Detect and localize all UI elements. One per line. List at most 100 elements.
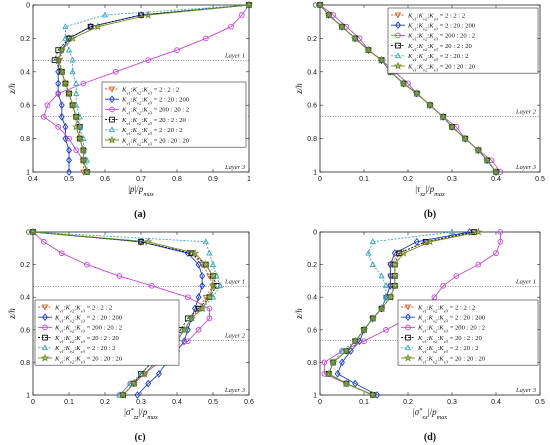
data-point [156,369,162,378]
legend-swatch-marker [405,313,411,322]
data-point [209,260,217,267]
data-point [72,122,81,131]
y-tick-label: 0.8 [307,136,317,143]
series-line-4 [32,231,218,396]
data-point [461,134,470,143]
legend-entry: Kv1:Kv2:Kv3 = 200 : 20 : 2 [121,107,189,116]
data-point [55,90,62,97]
data-point [73,147,80,154]
legend-swatch-marker [395,42,401,49]
y-tick-label: 1 [313,170,317,177]
data-point [352,379,359,388]
chart-panel-3: 0 0.1 0.2 0.3 0.4 0.5 0.6 0 0.2 0.4 0.6 0.8 1 Layer 1… [7,227,254,443]
series-line-6 [319,4,497,173]
data-point [61,79,70,88]
y-tick-label: 0.6 [20,103,30,110]
data-point [497,238,504,245]
data-point [199,281,206,290]
data-point [365,46,372,53]
data-point [244,0,254,9]
data-point [365,249,372,256]
data-point [73,79,80,86]
legend-entry: Kv1:Kv2:Kv3 = 2 : 20 : 2 [121,127,182,136]
legend: Kv1:Kv2:Kv3 = 2 : 2 : 2 Kv1:Kv2:Kv3 = 2 :… [397,299,539,366]
legend-entry: Kv1:Kv2:Kv3 = 20 : 20 : 20 [54,355,123,364]
data-point [206,305,213,312]
data-point [40,114,47,120]
data-point [55,79,62,88]
data-point [145,379,152,388]
data-point [484,156,491,163]
data-point [134,391,141,399]
data-point [148,282,155,289]
legend-entry: Kv1:Kv2:Kv3 = 20 : 2 : 20 [121,117,186,126]
data-point [82,167,92,176]
data-point [448,123,456,130]
data-point [66,168,72,176]
legend-box [34,299,180,366]
data-point [425,237,435,246]
data-point [138,12,144,18]
legend-swatch-marker [404,344,412,351]
data-point [101,11,109,18]
x-tick-label: 0.6 [100,176,110,183]
y-tick-label: 0.2 [307,262,317,269]
data-point [202,238,209,245]
legend-swatch-marker [42,334,48,341]
legend-entry: Kv1:Kv2:Kv3 = 20 : 2 : 20 [54,335,119,344]
data-point [378,272,385,279]
legend-box [101,81,247,148]
data-point [87,23,94,30]
y-axis-label: z/h [294,83,304,95]
data-point [440,282,447,289]
data-point [187,314,196,322]
data-point [199,272,206,280]
data-point [382,282,390,289]
legend-entry: Kv1:Kv2:Kv3 = 2 : 20 : 2 [407,53,468,62]
legend-entry: Kv1:Kv2:Kv3 = 200 : 20 : 2 [407,33,475,42]
legend-swatch-marker [394,52,402,59]
data-point [377,55,386,64]
x-tick-label: 0.3 [447,176,457,183]
data-point [321,359,328,366]
y-tick-label: 0 [313,3,317,10]
data-point [368,390,377,399]
data-point [399,79,408,88]
y-tick-label: 0.4 [307,69,317,76]
data-point [140,369,149,378]
data-point [228,23,234,30]
legend-swatch-marker [108,86,116,93]
data-point [181,326,188,333]
layer-label: Layer 3 [224,164,246,171]
data-point [369,260,376,267]
data-point [238,12,245,18]
data-point [431,294,438,301]
series-line-5 [64,4,250,172]
data-point [58,101,65,110]
data-point [116,273,123,279]
x-tick-label: 0.6 [244,399,254,406]
legend-entry: Kv1:Kv2:Kv3 = 20 : 20 : 20 [407,63,476,72]
legend-entry: Kv1:Kv2:Kv3 = 2 : 2 : 2 [417,304,475,313]
data-point [201,260,210,269]
y-tick-label: 0.4 [307,295,317,302]
data-point [66,146,72,155]
y-tick-label: 0.6 [307,327,317,334]
data-point [72,112,81,121]
x-tick-label: 0.5 [208,399,218,406]
y-tick-label: 0.4 [20,69,30,76]
x-tick-label: 0.7 [136,176,146,183]
x-axis-label: |p|/pmax [128,184,154,198]
data-point [195,326,202,333]
data-point [351,34,360,42]
series-line-3 [32,231,210,396]
x-tick-label: 0.5 [535,399,545,406]
data-point [338,347,346,354]
data-point [352,337,359,344]
data-point [383,326,389,333]
data-point [382,293,390,300]
x-axis-label: |τxz|/pmax [415,184,445,198]
x-tick-label: 1 [247,176,251,183]
